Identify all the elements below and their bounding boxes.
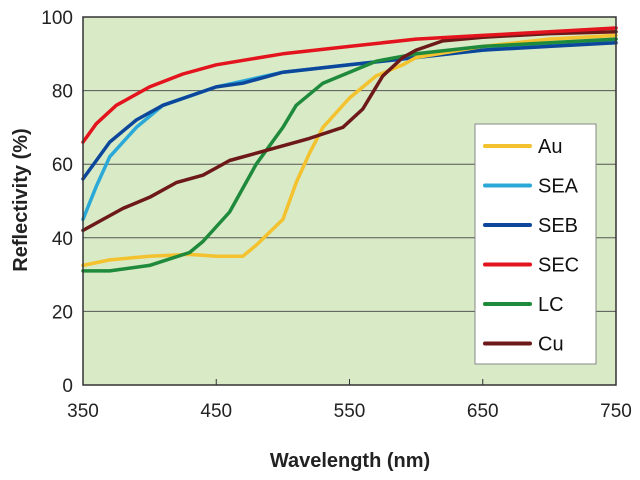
series-lines (81, 26, 618, 273)
y-tick-label: 60 (52, 155, 73, 176)
y-tick-label: 80 (52, 82, 73, 103)
y-axis-label: Reflectivity (%) (10, 128, 32, 271)
y-tick-label: 100 (41, 8, 73, 29)
legend-label: Au (538, 136, 562, 158)
y-tick-label: 40 (52, 229, 73, 250)
series-line-seb (81, 41, 618, 181)
series-line-cu (81, 29, 618, 233)
legend-box (474, 123, 597, 365)
legend: Au SEA SEB SEC LC Cu (474, 123, 597, 365)
legend-label: SEB (538, 215, 578, 237)
y-ticks: 0 20 40 60 80 100 (41, 8, 73, 397)
legend-label: SEA (538, 176, 579, 198)
x-tick-label: 350 (67, 401, 99, 422)
x-tick-label: 450 (200, 401, 232, 422)
y-tick-label: 20 (52, 302, 73, 323)
y-tick-label: 0 (62, 376, 73, 397)
legend-label: LC (538, 294, 564, 316)
series-line-sec (81, 26, 618, 144)
series-line-lc (81, 37, 618, 273)
x-tick-label: 550 (334, 401, 366, 422)
legend-label: SEC (538, 255, 579, 277)
x-tick-label: 750 (600, 401, 632, 422)
legend-label: Cu (538, 334, 564, 356)
x-axis-label: Wavelength (nm) (270, 450, 430, 472)
x-tick-label: 650 (467, 401, 499, 422)
x-ticks: 350 450 550 650 750 (67, 379, 632, 422)
